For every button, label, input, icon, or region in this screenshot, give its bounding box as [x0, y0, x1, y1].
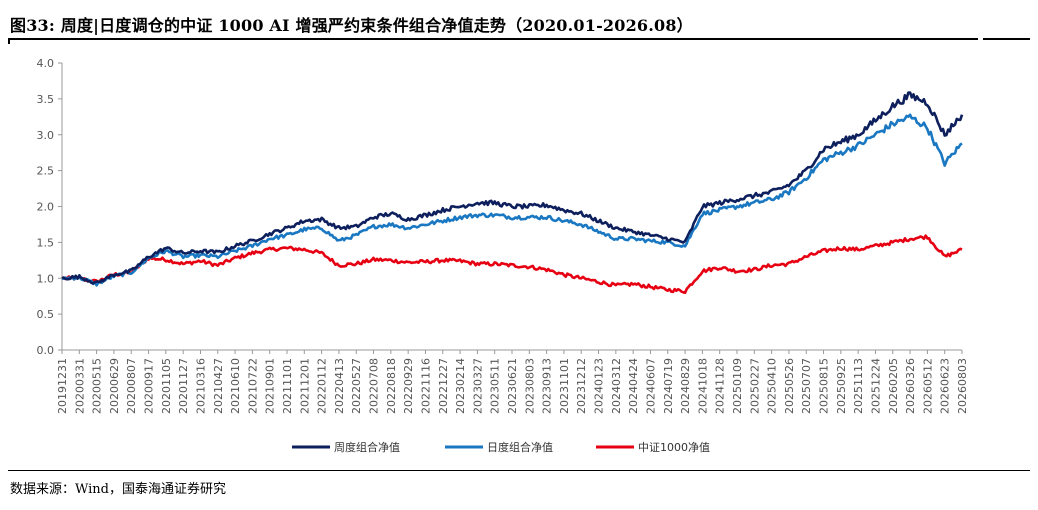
- x-tick-label: 20250707: [800, 358, 813, 414]
- legend-label-1: 日度组合净值: [487, 440, 553, 454]
- legend: 周度组合净值 日度组合净值 中证1000净值: [292, 440, 710, 454]
- x-tick-label: 20231101: [558, 358, 571, 414]
- series-line-2: [61, 234, 963, 295]
- y-tick-label: 3.5: [37, 93, 55, 106]
- x-tick-label: 20250109: [731, 358, 744, 414]
- x-tick-label: 20251224: [869, 358, 882, 414]
- figure-title: 图33: 周度|日度调仓的中证 1000 AI 增强严约束条件组合净值走势（20…: [10, 16, 693, 35]
- x-tick-label: 20240829: [679, 358, 692, 414]
- x-tick-label: 20200331: [73, 358, 86, 414]
- legend-label-2: 中证1000净值: [638, 440, 710, 454]
- x-tick-label: 20200917: [143, 358, 156, 414]
- x-tick-label: 20191231: [56, 358, 69, 414]
- x-tick-label: 20221227: [437, 358, 450, 414]
- x-tick-label: 20201127: [177, 358, 190, 414]
- x-axis: 20191231 20200331 20200515 20200629 20200807…: [56, 349, 969, 414]
- x-tick-label: 20211101: [281, 358, 294, 414]
- x-tick-label: 20250815: [818, 358, 831, 414]
- x-tick-label: 20260623: [939, 358, 952, 414]
- x-tick-label: 20260803: [956, 358, 969, 414]
- y-tick-label: 3.0: [37, 129, 55, 142]
- x-tick-label: 20200515: [91, 358, 104, 414]
- x-tick-label: 20220708: [368, 358, 381, 414]
- x-tick-label: 20230913: [541, 358, 554, 414]
- y-tick-label: 2.0: [37, 201, 55, 214]
- y-tick-label: 2.5: [37, 165, 55, 178]
- x-tick-label: 20240312: [610, 358, 623, 414]
- x-tick-label: 20231212: [575, 358, 588, 414]
- y-tick-label: 4.0: [37, 57, 55, 70]
- legend-label-0: 周度组合净值: [334, 440, 400, 454]
- x-tick-label: 20221116: [419, 358, 432, 414]
- x-tick-label: 20220112: [316, 358, 329, 414]
- x-tick-label: 20240607: [644, 358, 657, 414]
- x-tick-label: 20230511: [489, 358, 502, 414]
- x-tick-label: 20220929: [402, 358, 415, 414]
- x-tick-label: 20200629: [108, 358, 121, 414]
- title-tick: [8, 40, 10, 44]
- x-tick-label: 20250925: [835, 358, 848, 414]
- x-tick-label: 20250526: [783, 358, 796, 414]
- x-tick-label: 20210427: [212, 358, 225, 414]
- x-tick-label: 20230327: [471, 358, 484, 414]
- x-tick-label: 20240719: [662, 358, 675, 414]
- x-tick-label: 20250410: [766, 358, 779, 414]
- y-axis: 0.0 0.5 1.0 1.5 2.0 2.5 3.0 3.5 4.0: [37, 57, 63, 357]
- x-tick-label: 20251113: [852, 358, 865, 414]
- y-tick-label: 1.5: [37, 236, 55, 249]
- series-line-1: [61, 113, 963, 287]
- x-tick-label: 20220818: [385, 358, 398, 414]
- title-underline: [8, 38, 978, 40]
- title-underline-right: [983, 38, 1030, 40]
- x-tick-label: 20230621: [506, 358, 519, 414]
- x-tick-label: 20220527: [350, 358, 363, 414]
- series-layer: [61, 91, 964, 295]
- y-tick-label: 1.0: [37, 272, 55, 285]
- x-tick-label: 20260512: [921, 358, 934, 414]
- x-tick-label: 20241018: [696, 358, 709, 414]
- x-tick-label: 20210316: [194, 358, 207, 414]
- x-tick-label: 20260205: [887, 358, 900, 414]
- x-tick-label: 20230803: [523, 358, 536, 414]
- line-chart: 0.0 0.5 1.0 1.5 2.0 2.5 3.0 3.5 4.0 20191231 2020…: [37, 57, 970, 454]
- y-tick-label: 0.5: [37, 308, 55, 321]
- x-tick-label: 20250227: [748, 358, 761, 414]
- x-tick-label: 20210610: [229, 358, 242, 414]
- x-tick-label: 20240424: [627, 358, 640, 414]
- x-tick-label: 20210722: [246, 358, 259, 414]
- x-tick-label: 20200807: [125, 358, 138, 414]
- y-tick-label: 0.0: [37, 344, 55, 357]
- x-tick-label: 20240123: [593, 358, 606, 414]
- x-tick-label: 20230214: [454, 358, 467, 414]
- series-line-0: [61, 91, 964, 285]
- x-tick-label: 20260326: [904, 358, 917, 414]
- x-tick-label: 20201105: [160, 358, 173, 414]
- x-tick-label: 20220413: [333, 358, 346, 414]
- x-tick-label: 20210901: [264, 358, 277, 414]
- x-tick-label: 20241128: [714, 358, 727, 414]
- source-note: 数据来源：Wind，国泰海通证券研究: [10, 482, 226, 497]
- x-tick-label: 20211201: [298, 358, 311, 414]
- footer-rule: [8, 470, 1030, 471]
